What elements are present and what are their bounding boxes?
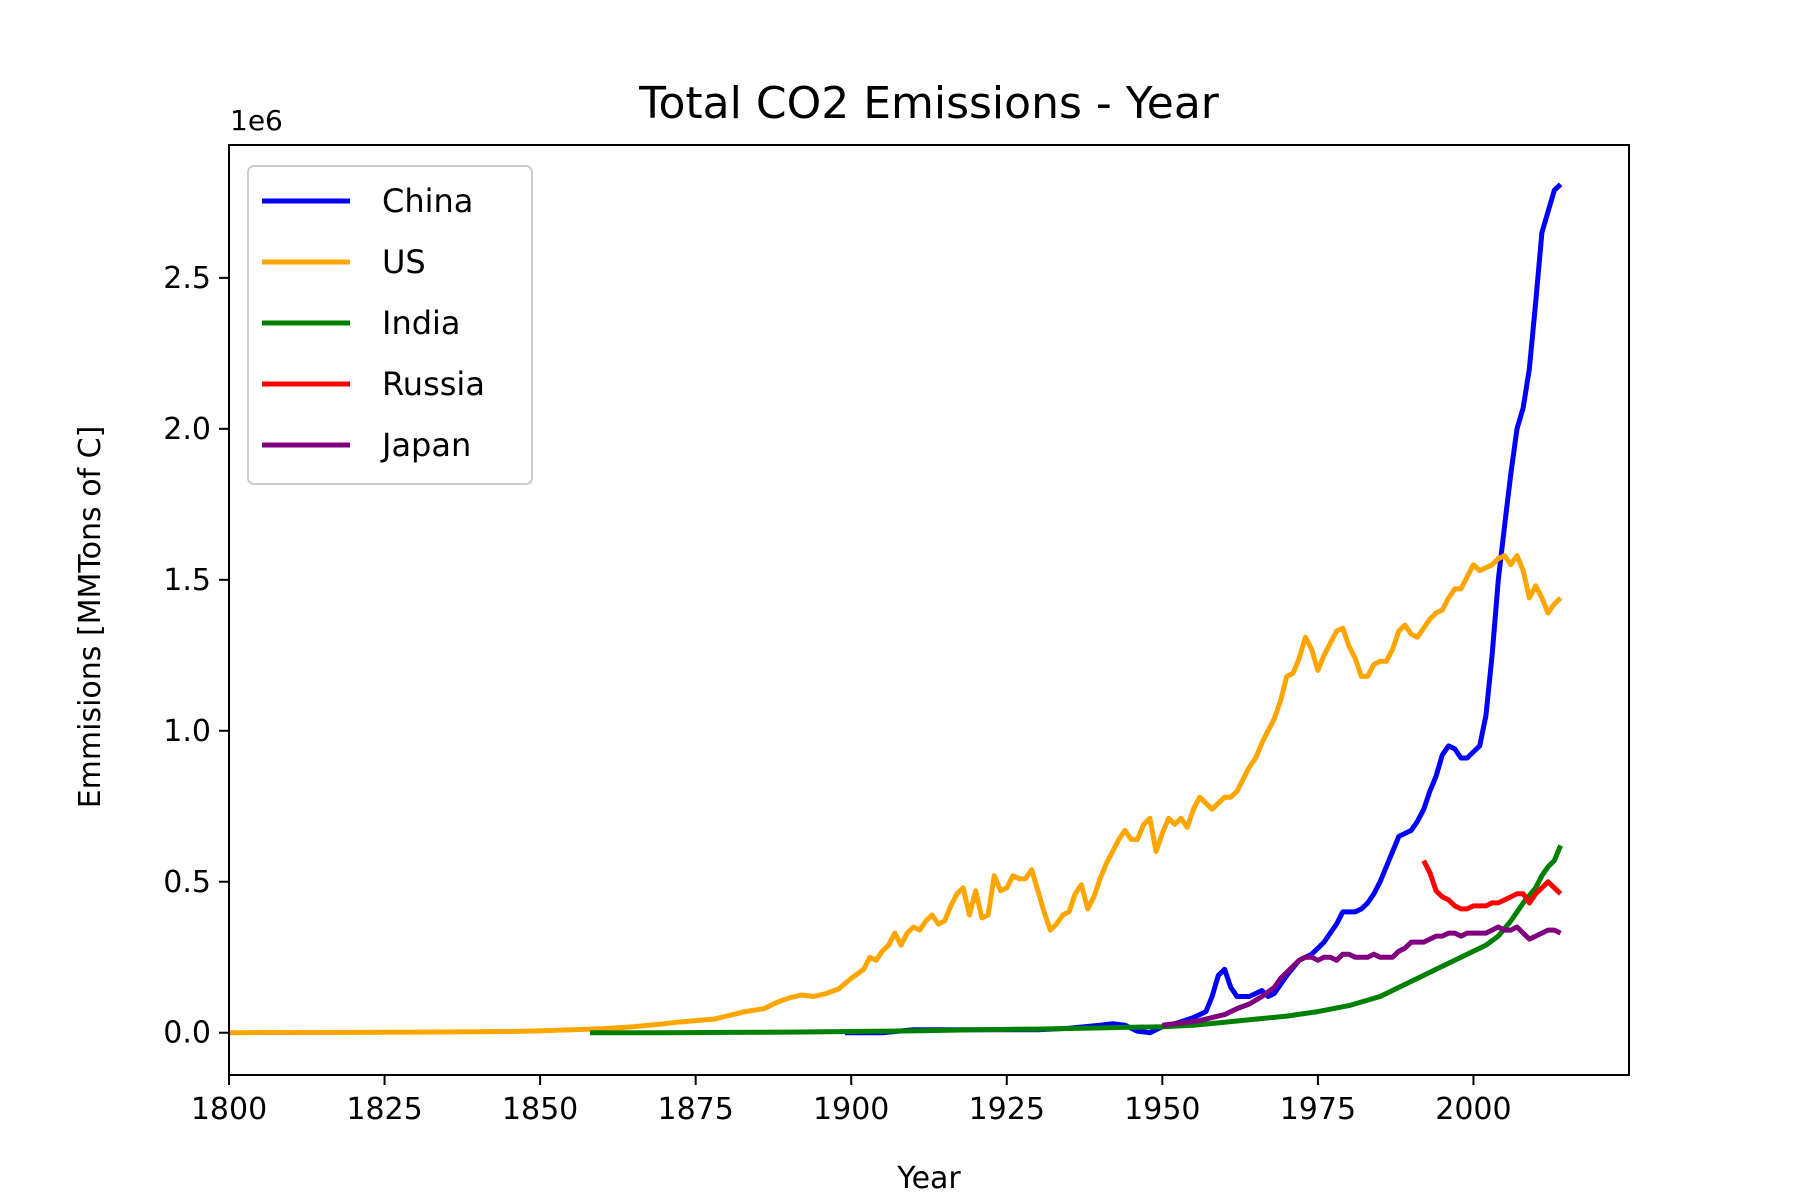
x-tick-label: 1850 (502, 1092, 578, 1127)
x-tick-label: 1875 (657, 1092, 733, 1127)
legend-label-us: US (382, 243, 426, 281)
legend-label-russia: Russia (382, 365, 485, 403)
y-tick-label: 0.0 (163, 1016, 211, 1051)
series-line-japan (1162, 924, 1562, 1028)
y-tick-label: 2.0 (163, 412, 211, 447)
y-tick-label: 1.0 (163, 714, 211, 749)
x-tick-label: 1950 (1124, 1092, 1200, 1127)
y-offset-label: 1e6 (230, 104, 283, 137)
legend-label-china: China (382, 182, 473, 220)
x-tick-label: 1975 (1280, 1092, 1356, 1127)
x-tick-label: 2000 (1435, 1092, 1511, 1127)
legend: China US India Russia Japan (247, 165, 533, 485)
plot-lines (229, 182, 1563, 1036)
y-axis-label: Emmisions [MMTons of C] (73, 426, 108, 809)
x-axis-ticks: 1800 1825 1850 1875 1900 1925 1950 1975 2000 (191, 1075, 1512, 1127)
legend-box (247, 165, 533, 485)
plot-frame (228, 144, 1630, 1076)
legend-label-japan: Japan (380, 426, 471, 464)
chart-title: Total CO2 Emissions - Year (638, 78, 1220, 129)
series-line-india (589, 844, 1563, 1036)
y-tick-label: 2.5 (163, 261, 211, 296)
y-axis-ticks: 0.0 0.5 1.0 1.5 2.0 2.5 (163, 261, 229, 1051)
series-line-russia (1421, 859, 1563, 912)
series-line-china (845, 182, 1563, 1036)
x-tick-label: 1800 (191, 1092, 267, 1127)
x-tick-label: 1925 (969, 1092, 1045, 1127)
y-tick-label: 1.5 (163, 563, 211, 598)
x-axis-label: Year (896, 1161, 961, 1196)
x-tick-label: 1900 (813, 1092, 889, 1127)
legend-label-india: India (382, 304, 461, 342)
x-tick-label: 1825 (346, 1092, 422, 1127)
y-tick-label: 0.5 (163, 865, 211, 900)
series-line-us (229, 553, 1563, 1036)
